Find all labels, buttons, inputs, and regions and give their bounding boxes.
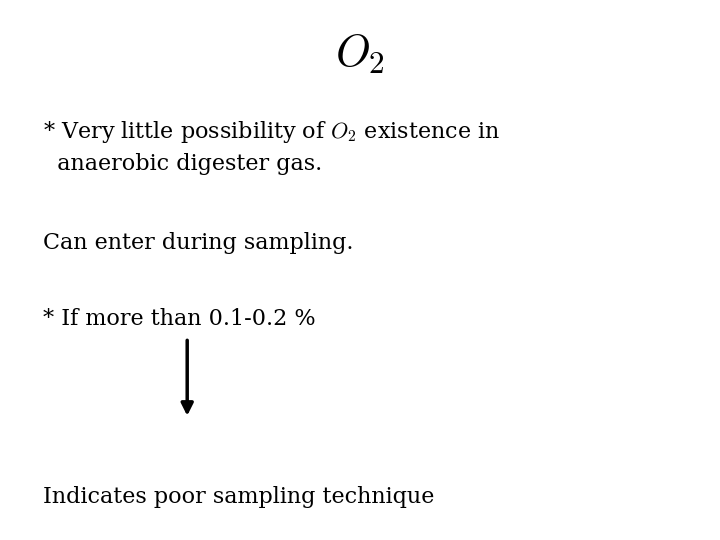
Text: $\mathit{O}_2$: $\mathit{O}_2$ [335, 32, 385, 76]
Text: * Very little possibility of $O_2$ existence in
  anaerobic digester gas.: * Very little possibility of $O_2$ exist… [43, 119, 500, 176]
Text: * If more than 0.1-0.2 %: * If more than 0.1-0.2 % [43, 308, 316, 330]
Text: Indicates poor sampling technique: Indicates poor sampling technique [43, 486, 435, 508]
Text: Can enter during sampling.: Can enter during sampling. [43, 232, 354, 254]
